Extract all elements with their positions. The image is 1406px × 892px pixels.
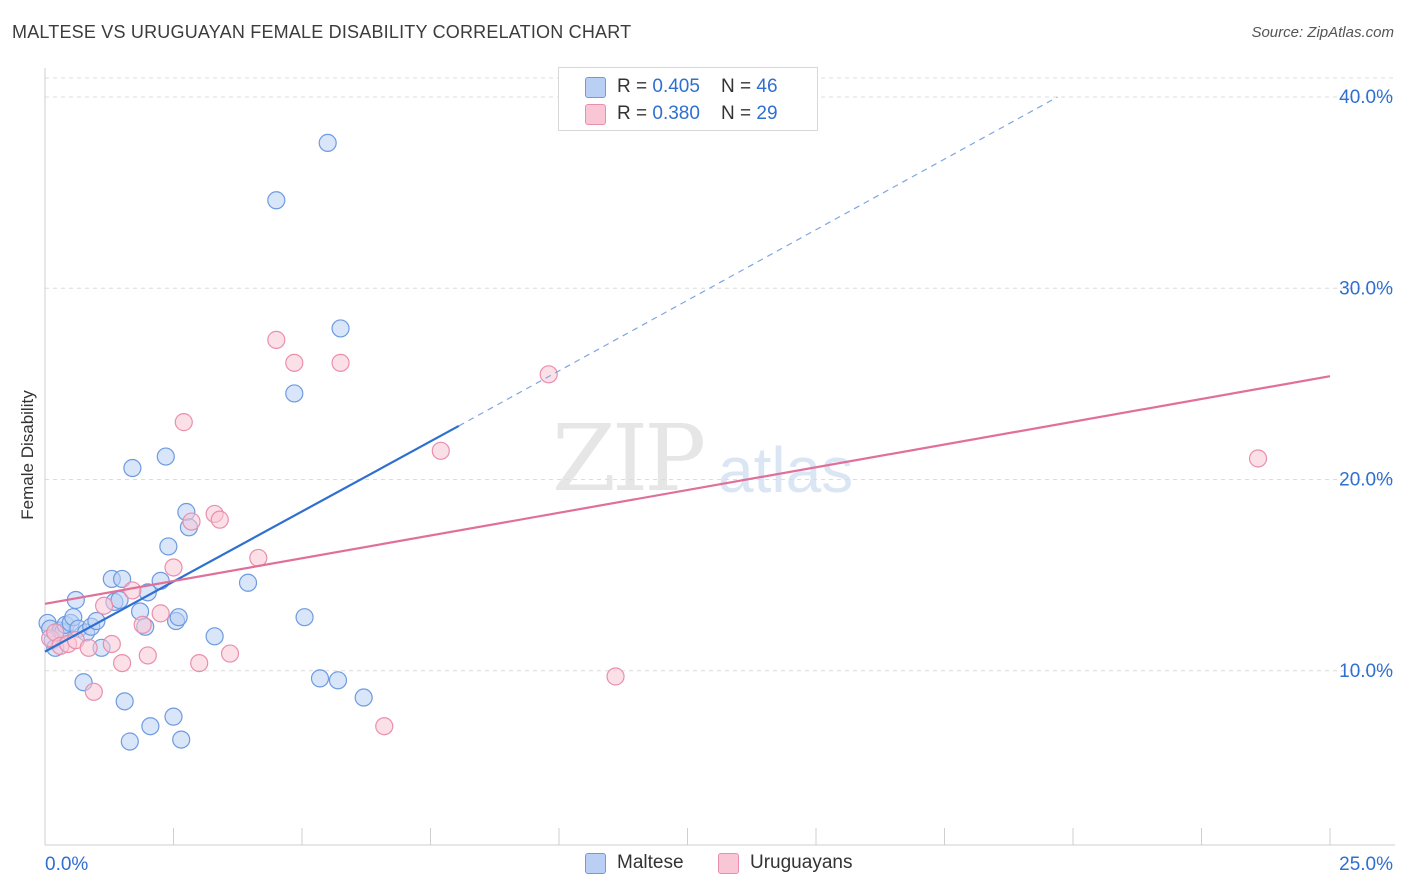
watermark-atlas: atlas [718, 434, 854, 506]
uruguayan-point [331, 353, 350, 372]
legend-label: Uruguayans [750, 852, 853, 873]
r-label: R = [617, 103, 653, 124]
maltese-point [172, 730, 191, 749]
watermark-zip: ZIP [552, 405, 706, 512]
x-tick-label: 0.0% [45, 854, 88, 875]
uruguayan-point [539, 365, 558, 384]
x-tick-label: 25.0% [1339, 854, 1393, 875]
n-value: 46 [756, 76, 778, 97]
maltese-point [328, 671, 348, 690]
maltese-point [331, 319, 350, 338]
maltese-swatch [585, 77, 606, 98]
maltese-point [156, 447, 175, 466]
maltese-point [205, 627, 224, 646]
maltese-trend-line [44, 424, 460, 653]
maltese-point [112, 569, 132, 589]
uruguayan-point [164, 558, 183, 577]
uruguayan-point [182, 512, 201, 531]
n-label: N = [721, 103, 757, 124]
y-tick-label: 20.0% [1339, 470, 1393, 491]
legend-label: Maltese [617, 852, 684, 873]
maltese-point [120, 732, 139, 751]
maltese-point [115, 692, 134, 711]
maltese-swatch [585, 853, 606, 874]
uruguayan-point [151, 604, 170, 623]
r-value: 0.405 [652, 76, 700, 97]
r-label: R = [617, 76, 653, 97]
chart-title: MALTESE VS URUGUAYAN FEMALE DISABILITY C… [12, 22, 632, 42]
maltese-point [123, 458, 142, 478]
maltese-point [159, 537, 178, 556]
uruguayan-point [285, 353, 304, 372]
maltese-point [151, 571, 170, 590]
n-label: N = [721, 76, 757, 97]
maltese-point [354, 688, 373, 707]
maltese-point [164, 707, 183, 726]
uruguayan-point [606, 667, 625, 686]
n-value: 29 [756, 103, 778, 124]
uruguayan-point [133, 615, 152, 634]
uruguayan-point [267, 330, 286, 349]
maltese-point [318, 133, 337, 152]
maltese-point [267, 191, 286, 210]
uruguayan-point [79, 638, 98, 657]
maltese-trend-line-extension [458, 96, 1058, 427]
maltese-point [169, 608, 188, 627]
maltese-point [238, 573, 258, 592]
uruguayan-point [431, 441, 450, 460]
y-tick-label: 10.0% [1339, 661, 1393, 682]
uruguayan-trend-line [44, 375, 1331, 605]
uruguayan-point [95, 596, 114, 615]
maltese-point [310, 669, 330, 688]
uruguayan-point [210, 510, 229, 529]
y-tick-label: 30.0% [1339, 278, 1393, 299]
maltese-point [295, 608, 314, 627]
uruguayan-point [220, 644, 240, 663]
uruguayan-point [375, 717, 394, 736]
uruguayan-point [138, 646, 157, 665]
maltese-point [141, 717, 160, 736]
uruguayan-point [174, 413, 193, 432]
uruguayan-point [190, 653, 209, 673]
uruguayan-point [84, 682, 103, 701]
source-label: Source: ZipAtlas.com [1251, 24, 1394, 41]
maltese-point [285, 384, 304, 403]
uruguayans-swatch [585, 104, 606, 125]
legend-text: R = 0.405 N = 46 [617, 76, 778, 98]
uruguayan-point [112, 653, 132, 673]
uruguayans-swatch [718, 853, 739, 874]
correlation-legend: R = 0.405 N = 46 R = 0.380 N = 29 [558, 67, 818, 131]
uruguayan-point [1248, 449, 1268, 468]
uruguayan-point [102, 634, 121, 654]
r-value: 0.380 [652, 103, 700, 124]
y-tick-label: 40.0% [1339, 87, 1393, 108]
legend-text: R = 0.380 N = 29 [617, 103, 778, 125]
